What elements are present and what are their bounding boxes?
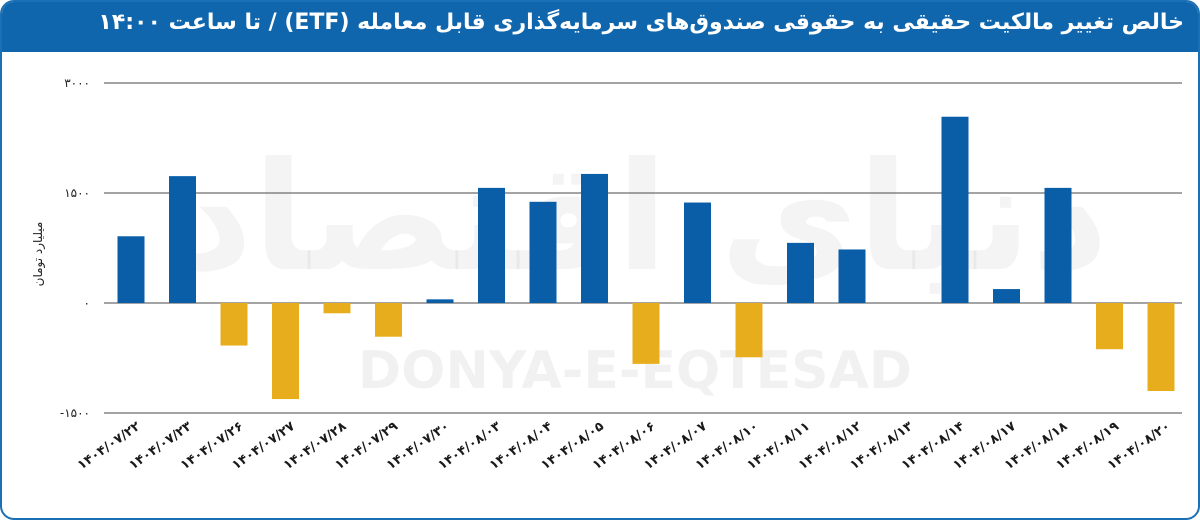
bars	[117, 116, 1175, 400]
bar	[426, 299, 454, 303]
y-tick-label: -۱۵۰۰	[60, 406, 90, 420]
bar	[993, 289, 1020, 303]
bar	[735, 303, 763, 358]
title-bar: خالص تغییر مالکیت حقیقی به حقوقی صندوق‌ه…	[2, 2, 1198, 52]
bar	[787, 242, 814, 303]
bar	[1044, 187, 1072, 303]
bar	[529, 201, 557, 303]
bar	[1147, 303, 1175, 391]
y-axis-label: میلیارد تومان	[31, 221, 45, 287]
y-tick-labels: ۳۰۰۰ ۱۵۰۰ ۰ -۱۵۰۰	[60, 76, 90, 420]
bar	[684, 202, 711, 303]
bar	[272, 303, 299, 400]
y-tick-label: ۱۵۰۰	[64, 186, 90, 200]
bar	[941, 116, 969, 303]
bar-chart: دنیای اقتصاد DONYA-E-EQTESAD ۳۰۰۰۱۵۰۰۰-۱…	[60, 76, 1182, 473]
y-tick-label: ۰	[84, 296, 90, 310]
bar	[323, 303, 351, 314]
bar	[478, 187, 505, 303]
bar	[220, 303, 248, 346]
bar	[581, 173, 608, 303]
bar	[1096, 303, 1123, 350]
bar	[117, 236, 145, 303]
y-tick-label: ۳۰۰۰	[64, 76, 90, 90]
chart-area: دنیای اقتصاد DONYA-E-EQTESAD ۳۰۰۰ ۱۵۰۰ ۰ -۱…	[2, 54, 1198, 518]
bar	[169, 176, 196, 303]
chart-title: خالص تغییر مالکیت حقیقی به حقوقی صندوق‌ه…	[98, 10, 1184, 35]
bar	[838, 249, 866, 303]
bar	[632, 303, 660, 364]
bar	[375, 303, 402, 337]
x-tick-labels: ۱۴۰۴/۰۷/۲۲۱۴۰۴/۰۷/۲۳۱۴۰۴/۰۷/۲۶۱۴۰۴/۰۷/۲۷…	[75, 419, 1173, 473]
